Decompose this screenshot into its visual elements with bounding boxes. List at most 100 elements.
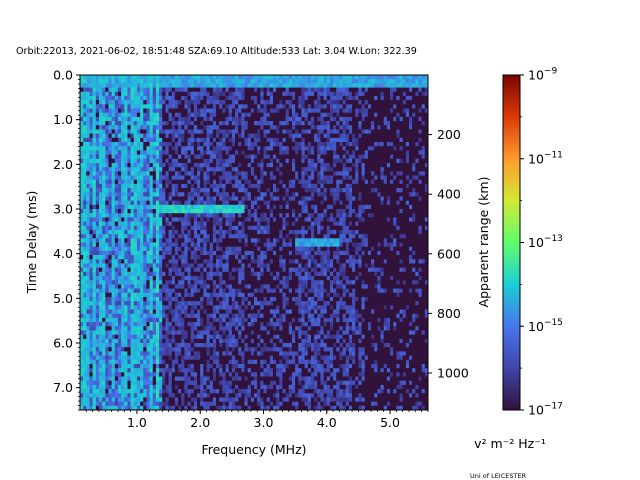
heatmap-cell bbox=[83, 213, 87, 218]
heatmap-cell bbox=[209, 267, 214, 273]
heatmap-cell bbox=[174, 146, 179, 151]
heatmap-cell bbox=[133, 271, 138, 277]
heatmap-cell bbox=[159, 133, 163, 139]
heatmap-cell bbox=[219, 359, 223, 365]
heatmap-cell bbox=[269, 347, 274, 352]
heatmap-cell bbox=[228, 108, 233, 114]
heatmap-cell bbox=[200, 100, 204, 105]
heatmap-cell bbox=[130, 108, 135, 114]
heatmap-cell bbox=[117, 146, 122, 151]
heatmap-cell bbox=[108, 384, 113, 390]
heatmap-cell bbox=[228, 376, 233, 382]
heatmap-cell bbox=[203, 192, 207, 197]
heatmap-cell bbox=[98, 246, 103, 252]
heatmap-cell bbox=[117, 87, 122, 93]
heatmap-cell bbox=[222, 351, 226, 356]
heatmap-cell bbox=[257, 242, 261, 248]
heatmap-cell bbox=[140, 95, 144, 101]
heatmap-cell bbox=[216, 330, 220, 336]
heatmap-cell bbox=[241, 179, 245, 185]
heatmap-cell bbox=[121, 229, 125, 235]
heatmap-cell bbox=[133, 242, 138, 248]
heatmap-cell bbox=[95, 259, 100, 264]
heatmap-cell bbox=[238, 79, 242, 84]
heatmap-cell bbox=[159, 355, 163, 361]
heatmap-cell bbox=[149, 116, 154, 122]
heatmap-cell bbox=[86, 359, 90, 365]
heatmap-cell bbox=[250, 343, 255, 348]
heatmap-cell bbox=[193, 246, 198, 252]
heatmap-cell bbox=[133, 158, 138, 164]
heatmap-cell bbox=[200, 91, 204, 97]
heatmap-cell bbox=[152, 217, 157, 222]
heatmap-cell bbox=[83, 112, 87, 118]
heatmap-cell bbox=[130, 175, 135, 181]
heatmap-cell bbox=[269, 95, 274, 101]
heatmap-cell bbox=[212, 87, 217, 93]
heatmap-cell bbox=[197, 121, 201, 126]
heatmap-cell bbox=[86, 238, 90, 243]
heatmap-cell bbox=[193, 183, 198, 189]
heatmap-cell bbox=[95, 79, 100, 84]
heatmap-cell bbox=[133, 284, 138, 289]
heatmap-cell bbox=[140, 179, 144, 185]
heatmap-cell bbox=[219, 175, 223, 181]
heatmap-cell bbox=[124, 384, 128, 390]
heatmap-cell bbox=[206, 326, 211, 331]
heatmap-cell bbox=[111, 91, 116, 97]
heatmap-cell bbox=[143, 372, 147, 377]
heatmap-cell bbox=[193, 75, 198, 80]
heatmap-cell bbox=[263, 326, 268, 331]
heatmap-cell bbox=[117, 284, 122, 289]
heatmap-cell bbox=[174, 104, 179, 109]
heatmap-cell bbox=[228, 83, 233, 88]
heatmap-cell bbox=[181, 91, 185, 97]
heatmap-cell bbox=[257, 129, 261, 135]
heatmap-cell bbox=[260, 347, 264, 352]
heatmap-cell bbox=[114, 75, 119, 80]
heatmap-cell bbox=[216, 133, 220, 139]
heatmap-cell bbox=[168, 200, 173, 206]
heatmap-cell bbox=[83, 343, 87, 348]
heatmap-cell bbox=[136, 397, 141, 403]
heatmap-cell bbox=[247, 355, 252, 361]
heatmap-cell bbox=[140, 263, 144, 269]
heatmap-cell bbox=[272, 188, 277, 193]
heatmap-cell bbox=[272, 296, 277, 302]
heatmap-cell bbox=[168, 376, 173, 382]
heatmap-cell bbox=[86, 125, 90, 130]
heatmap-cell bbox=[168, 196, 173, 202]
heatmap-cell bbox=[238, 238, 242, 243]
heatmap-cell bbox=[193, 192, 198, 197]
heatmap-cell bbox=[238, 376, 242, 382]
heatmap-cell bbox=[83, 146, 87, 151]
heatmap-cell bbox=[168, 188, 173, 193]
heatmap-cell bbox=[102, 313, 106, 319]
heatmap-cell bbox=[155, 405, 160, 411]
heatmap-cell bbox=[187, 338, 192, 344]
heatmap-cell bbox=[102, 259, 106, 264]
heatmap-cell bbox=[174, 284, 179, 289]
heatmap-cell bbox=[98, 188, 103, 193]
heatmap-cell bbox=[152, 104, 157, 109]
heatmap-cell bbox=[250, 305, 255, 310]
heatmap-cell bbox=[266, 376, 271, 382]
heatmap-cell bbox=[105, 213, 109, 218]
heatmap-cell bbox=[136, 238, 141, 243]
heatmap-cell bbox=[181, 146, 185, 151]
heatmap-cell bbox=[152, 313, 157, 319]
heatmap-cell bbox=[235, 217, 239, 222]
heatmap-cell bbox=[149, 313, 154, 319]
heatmap-cell bbox=[174, 384, 179, 390]
heatmap-cell bbox=[133, 255, 138, 260]
heatmap-cell bbox=[219, 305, 223, 310]
heatmap-cell bbox=[250, 313, 255, 319]
heatmap-cell bbox=[225, 162, 230, 168]
heatmap-cell bbox=[108, 108, 113, 114]
heatmap-cell bbox=[257, 276, 261, 281]
heatmap-cell bbox=[152, 213, 157, 218]
heatmap-cell bbox=[136, 372, 141, 377]
heatmap-cell bbox=[181, 204, 185, 210]
heatmap-cell bbox=[238, 309, 242, 315]
heatmap-cell bbox=[200, 112, 204, 118]
